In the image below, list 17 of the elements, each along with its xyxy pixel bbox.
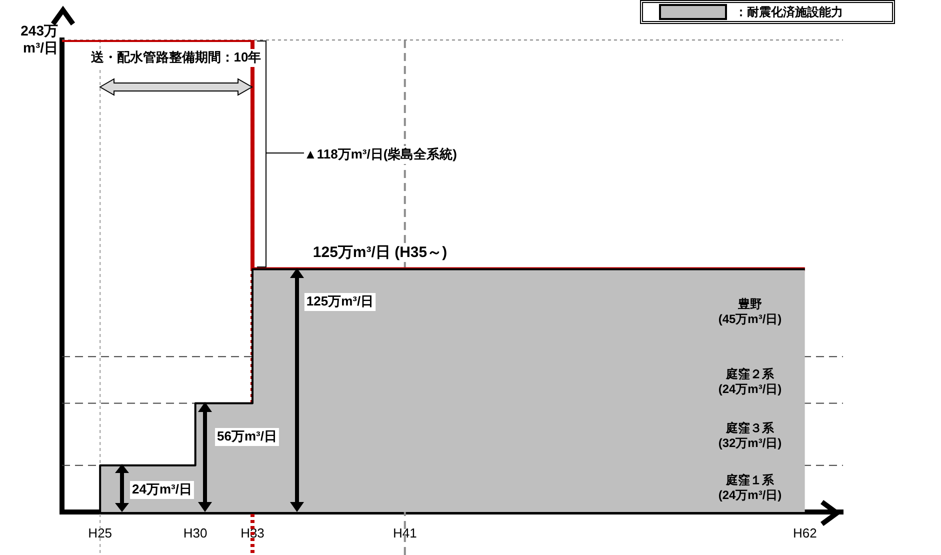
x-tick-label: H33 (240, 525, 264, 540)
annotation: 24万m³/日 (132, 482, 192, 497)
annotation: 豊野 (45万m³/日) (718, 296, 782, 326)
x-tick-label: H41 (392, 525, 417, 540)
annotation: 庭窪１系 (24万m³/日) (718, 472, 782, 502)
annotation: 送・配水管路整備期間：10年 (90, 50, 262, 65)
annotation: ▲118万m³/日(柴島全系統) (304, 146, 457, 162)
annotation: 庭窪３系 (32万m³/日) (718, 420, 782, 450)
annotation: 125万m³/日 (H35～) (312, 244, 448, 262)
x-tick-label: H30 (183, 525, 208, 540)
text: ：耐震化済施設能力 (735, 4, 843, 20)
x-tick-label: H25 (88, 525, 112, 540)
annotation: 56万m³/日 (217, 428, 277, 444)
x-tick-label: H62 (792, 525, 817, 540)
annotation: 庭窪２系 (24万m³/日) (718, 366, 782, 396)
y-tick-label: 243万m³/日 (20, 22, 58, 56)
annotation: 125万m³/日 (306, 294, 374, 309)
